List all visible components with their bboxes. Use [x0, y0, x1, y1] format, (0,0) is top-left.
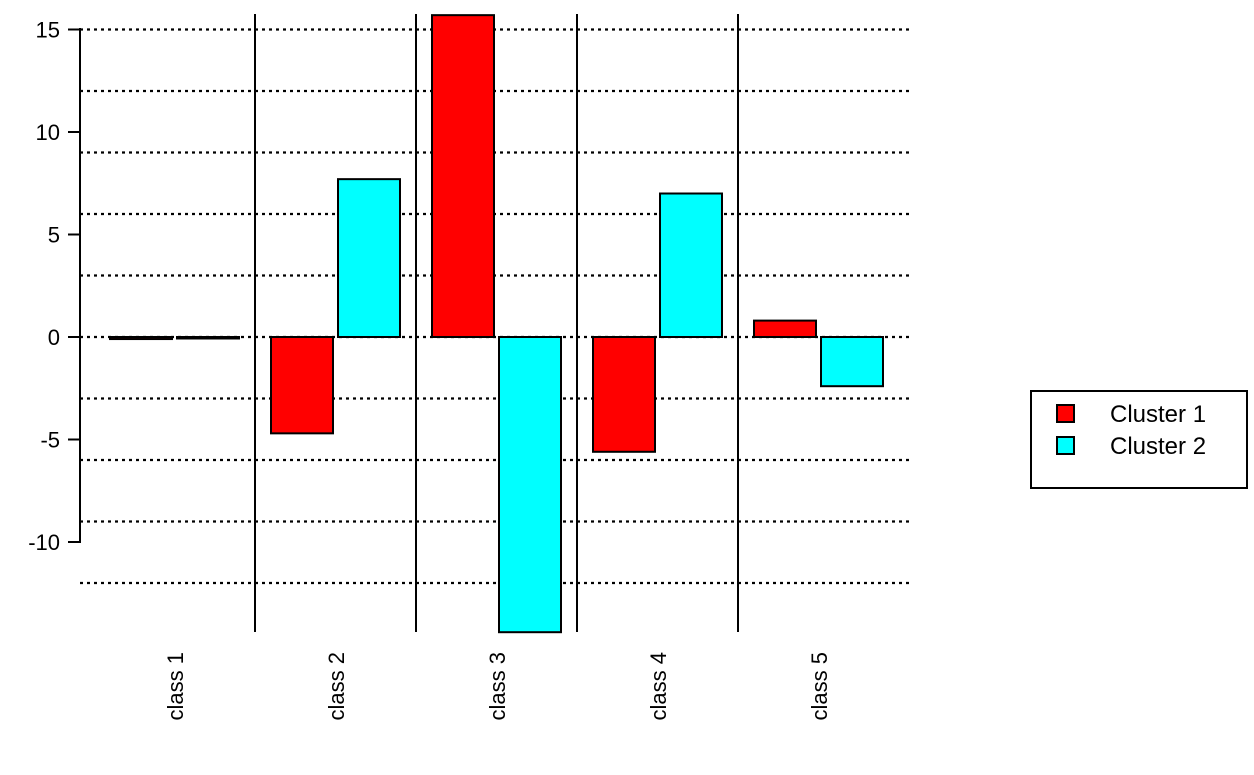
bar-1-2: [270, 336, 334, 435]
legend-swatch: [1056, 436, 1075, 455]
category-label: class 4: [646, 652, 671, 720]
legend: Cluster 1 Cluster 2: [1030, 390, 1248, 489]
category-label: class 5: [807, 652, 832, 720]
bar-2-3: [498, 336, 562, 634]
bar-1-3: [431, 14, 495, 339]
y-tick-label: -5: [40, 428, 60, 453]
y-tick-label: 0: [48, 325, 60, 350]
bars: [109, 14, 884, 634]
legend-label: Cluster 2: [1110, 433, 1206, 460]
category-label: class 2: [324, 652, 349, 720]
bar-1-5: [753, 319, 817, 339]
category-label: class 1: [163, 652, 188, 720]
bar-2-1: [176, 336, 240, 340]
y-axis: -10 -5 0 5 10 15: [28, 18, 81, 555]
bar-1-1: [109, 336, 173, 341]
category-label: class 3: [485, 652, 510, 720]
class-separators: [254, 14, 739, 632]
y-tick-label: 15: [36, 18, 60, 43]
y-tick-label: -10: [28, 530, 60, 555]
category-labels: class 1 class 2 class 3 class 4 class 5: [163, 652, 832, 720]
bar-2-4: [659, 192, 723, 338]
legend-swatch: [1056, 404, 1075, 423]
legend-label: Cluster 1: [1110, 401, 1206, 428]
bar-1-4: [592, 336, 656, 453]
y-tick-label: 5: [48, 223, 60, 248]
bar-2-2: [337, 178, 401, 338]
y-tick-label: 10: [36, 120, 60, 145]
bar-2-5: [820, 336, 884, 388]
